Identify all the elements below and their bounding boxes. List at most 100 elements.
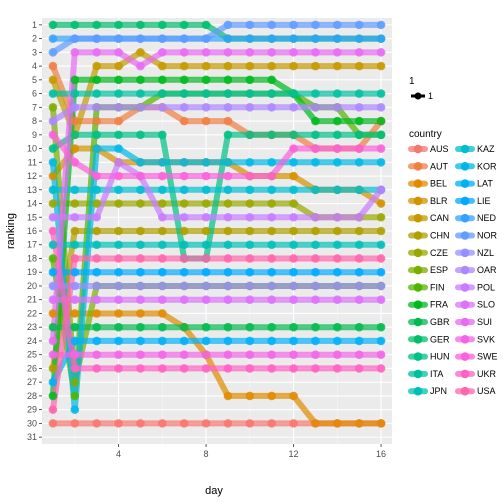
series-point-ita — [136, 89, 145, 98]
series-point-hun — [223, 130, 233, 140]
legend-label: BEL — [430, 179, 447, 189]
series-point-ukr — [354, 364, 364, 373]
series-point-gbr — [48, 322, 58, 332]
series-point-jpn — [48, 240, 58, 250]
series-point-kor — [201, 157, 211, 167]
x-tick-label: 8 — [204, 449, 209, 459]
series-lines — [49, 21, 385, 427]
series-point-chn — [354, 226, 364, 236]
series-line-hun — [49, 131, 385, 262]
legend-item-esp: ESP — [408, 265, 448, 275]
series-point-usa — [311, 254, 320, 263]
series-point-lie — [158, 267, 167, 277]
series-point-lat — [223, 336, 233, 346]
series-point-ger — [48, 20, 58, 30]
series-point-kor — [70, 405, 80, 414]
series-point-aut — [223, 116, 233, 126]
legend-item-swe: SWE — [455, 352, 498, 362]
series-point-svk — [267, 350, 276, 359]
series-point-nzl — [354, 281, 364, 291]
series-point-ita — [179, 89, 189, 98]
series-point-kor — [48, 157, 58, 167]
series-point-pol — [245, 212, 255, 222]
series-point-ukr — [201, 364, 211, 373]
series-point-aus — [136, 419, 145, 428]
series-point-chn — [136, 226, 145, 236]
legend-label: GER — [430, 334, 450, 344]
series-point-ger — [201, 20, 211, 30]
y-axis-ticks: 1234567891011121314151617181920212223242… — [27, 20, 42, 442]
series-point-svk — [354, 350, 364, 359]
series-point-hun — [333, 130, 342, 140]
series-point-bel — [354, 419, 364, 428]
legend-item-jpn: JPN — [408, 386, 447, 396]
series-point-ger — [114, 20, 123, 30]
series-point-nzl — [70, 281, 80, 291]
series-point-slo — [92, 295, 101, 305]
series-point-swe — [48, 130, 58, 140]
series-point-chn — [376, 226, 386, 236]
series-point-svk — [158, 350, 167, 359]
series-point-gbr — [179, 322, 189, 332]
legend-key-point — [460, 317, 470, 327]
y-tick-label: 13 — [27, 185, 37, 195]
series-point-lat — [114, 336, 123, 346]
series-point-aut — [201, 116, 211, 126]
series-point-hun — [158, 130, 167, 140]
series-point-svk — [70, 350, 80, 359]
series-point-jpn — [376, 240, 386, 250]
series-point-slo — [223, 295, 233, 305]
legend-item-aut: AUT — [408, 161, 449, 171]
series-point-oar — [354, 103, 364, 112]
series-point-fra — [245, 75, 255, 85]
series-point-nor — [136, 34, 145, 43]
legend-label: SWE — [477, 352, 498, 362]
series-point-fra — [114, 75, 123, 85]
series-point-ukr — [48, 226, 58, 236]
legend-item-aus: AUS — [408, 144, 449, 154]
series-point-sui — [201, 48, 211, 57]
series-point-lie — [136, 267, 145, 277]
series-point-kaz — [354, 185, 364, 195]
legend-key-point — [413, 317, 423, 327]
series-line-kor — [49, 145, 385, 413]
legend-item-ned: NED — [455, 213, 497, 223]
legend-key-point — [460, 248, 470, 258]
country-legend-title: country — [409, 129, 442, 140]
size-legend-label: 1 — [428, 91, 433, 101]
series-point-cze — [48, 199, 58, 208]
series-point-nzl — [223, 281, 233, 291]
series-point-pol — [354, 212, 364, 222]
series-point-slo — [267, 295, 276, 305]
series-point-oar — [333, 103, 342, 112]
y-tick-label: 16 — [27, 226, 37, 236]
series-point-bel — [311, 419, 320, 428]
x-axis-ticks: 4 8 12 16 — [116, 444, 386, 459]
series-point-ukr — [333, 364, 342, 373]
series-line-pol — [49, 159, 385, 221]
series-point-kor — [158, 157, 167, 167]
legend-item-nzl: NZL — [455, 248, 494, 258]
y-tick-label: 17 — [27, 240, 37, 250]
legend-label: OAR — [477, 265, 497, 275]
series-point-fra — [70, 75, 80, 85]
series-point-ukr — [158, 364, 167, 373]
legend-item-bel: BEL — [408, 179, 447, 189]
series-point-nzl — [114, 281, 123, 291]
series-point-aus — [223, 419, 233, 428]
series-point-swe — [201, 171, 211, 181]
y-tick-label: 19 — [27, 267, 37, 277]
size-legend-key-point — [414, 92, 422, 100]
series-point-aut — [92, 116, 101, 126]
series-point-usa — [201, 254, 211, 263]
series-point-lie — [114, 267, 123, 277]
series-point-kaz — [158, 185, 167, 195]
series-point-usa — [136, 254, 145, 263]
series-point-ukr — [70, 364, 80, 373]
series-point-lat — [245, 336, 255, 346]
legend-item-lie: LIE — [455, 196, 491, 206]
series-point-gbr — [376, 322, 386, 332]
series-point-swe — [354, 144, 364, 153]
legend-label: HUN — [430, 352, 450, 362]
series-point-ned — [48, 34, 58, 43]
